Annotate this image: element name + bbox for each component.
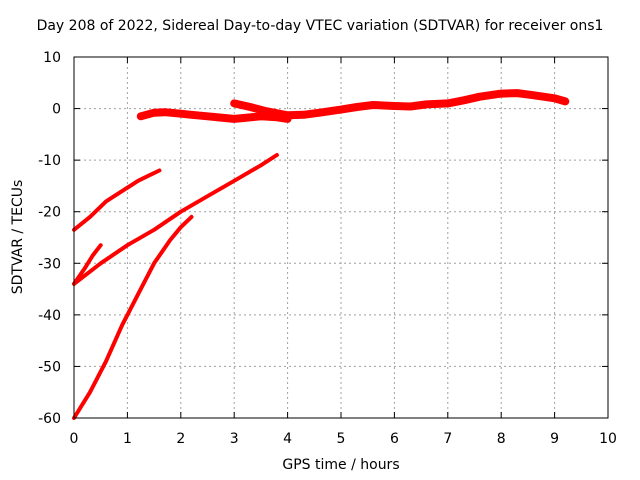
x-tick-label: 4	[283, 431, 292, 447]
series-line-segment-3	[72, 243, 103, 286]
x-tick-label: 3	[230, 431, 239, 447]
series-line-segment-6	[230, 89, 570, 120]
x-tick-label: 7	[443, 431, 452, 447]
grid-lines	[74, 57, 608, 418]
x-axis-label: GPS time / hours	[282, 457, 400, 473]
y-tick-label: -30	[38, 256, 61, 272]
chart-title: Day 208 of 2022, Sidereal Day-to-day VTE…	[36, 18, 604, 34]
y-axis-label: SDTVAR / TECUs	[10, 179, 26, 295]
y-tick-label: -40	[38, 308, 61, 324]
x-tick-label: 0	[70, 431, 79, 447]
y-tick-label: -10	[38, 153, 61, 169]
x-tick-label: 9	[550, 431, 559, 447]
x-tick-label: 5	[337, 431, 346, 447]
axis-ticks: 0 1 2 3 4 5 6 7 8 9 10 -60 -50 -40 -30 -20 -10 0 10	[38, 50, 617, 447]
series-line-segment-2	[72, 153, 279, 286]
x-tick-label: 10	[599, 431, 617, 447]
y-tick-label: -20	[38, 205, 61, 221]
x-tick-label: 6	[390, 431, 399, 447]
x-tick-label: 1	[123, 431, 132, 447]
y-tick-label: 10	[43, 50, 61, 66]
series-line-segment-4	[72, 214, 194, 420]
data-series	[72, 89, 570, 420]
x-tick-label: 2	[176, 431, 185, 447]
y-tick-label: 0	[52, 102, 61, 118]
y-tick-label: -50	[38, 359, 61, 375]
series-line-segment-5	[136, 108, 292, 123]
y-tick-label: -60	[38, 411, 61, 427]
x-tick-label: 8	[497, 431, 506, 447]
series-line-segment-1	[72, 168, 162, 232]
